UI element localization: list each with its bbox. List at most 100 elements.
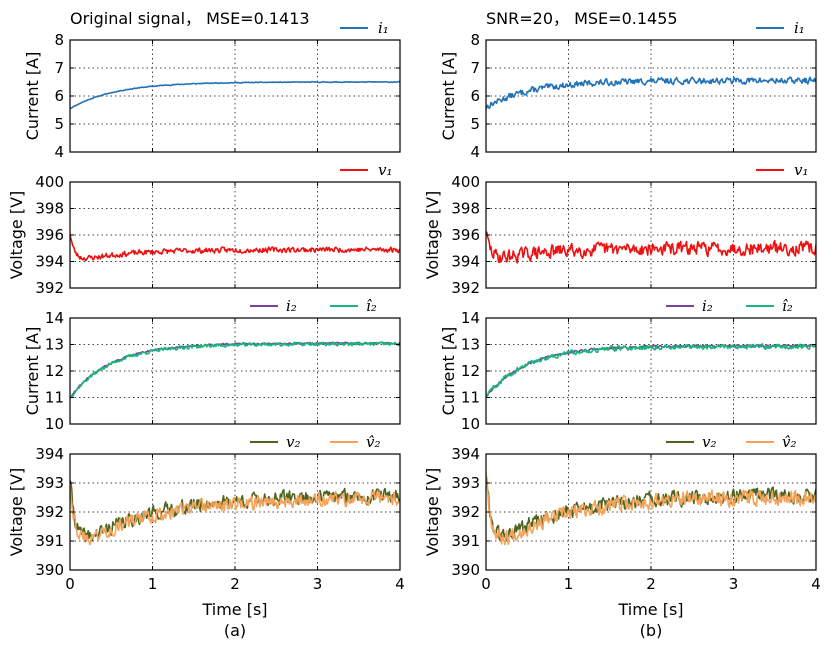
y-tick-label: 391 [35,532,64,550]
y-axis-title: Current [A] [23,327,42,416]
y-tick-label: 400 [35,173,64,191]
legend-label: v₁ [378,161,393,179]
y-tick-label: 10 [45,415,64,433]
y-tick-label: 7 [54,59,64,77]
y-tick-label: 392 [451,279,480,297]
y-tick-label: 13 [45,336,64,354]
panel-a-title: Original signal， MSE=0.1413 [70,9,310,28]
x-tick-label: 0 [65,575,75,593]
y-tick-label: 4 [470,143,480,161]
legend-label: i₁ [378,19,389,37]
y-tick-label: 394 [451,253,480,271]
y-tick-label: 390 [35,561,64,579]
y-tick-label: 396 [451,226,480,244]
x-tick-label: 2 [230,575,240,593]
series-line-v1 [70,233,400,262]
y-tick-label: 13 [461,336,480,354]
x-tick-label: 1 [148,575,158,593]
panel-a-1: 392 394 396 398 400 Voltage [V] v₁ [7,161,401,297]
y-tick-label: 7 [470,59,480,77]
y-tick-label: 12 [45,362,64,380]
series-line-i2_hat [70,341,400,399]
y-tick-label: 393 [35,474,64,492]
series-line-i1 [486,76,816,110]
subfigure-label-b: (b) [640,621,663,640]
y-axis-title: Current [A] [439,327,458,416]
series-group [70,480,400,546]
series-line-i2_hat [486,343,816,398]
series-line-i2 [70,341,400,399]
y-axis-title: Current [A] [23,52,42,141]
x-tick-label: 4 [811,575,821,593]
y-tick-label: 10 [461,415,480,433]
legend-label: v₂ [286,433,301,451]
legend-label: v̂₂ [782,433,797,451]
y-tick-label: 392 [35,279,64,297]
y-tick-label: 392 [451,503,480,521]
panel-b-3: 390 391 392 393 394 0 1 2 3 4 Voltage [V] v₂ v̂₂ [423,433,821,593]
legend-label: i₁ [794,19,805,37]
legend-label: i₂ [286,297,297,315]
series-group [70,233,400,262]
y-tick-label: 11 [461,389,480,407]
x-tick-label: 2 [646,575,656,593]
series-group [70,341,400,399]
legend-label: i₂ [702,297,713,315]
x-tick-label: 4 [395,575,405,593]
legend-label: î₂ [782,297,793,315]
series-group [486,471,816,546]
y-tick-label: 392 [35,503,64,521]
y-axis-title: Current [A] [439,52,458,141]
panel-b-0: 4 5 6 7 8 Current [A] i₁ [439,19,817,161]
y-tick-label: 12 [461,362,480,380]
xlabel-a: Time [s] [201,600,267,619]
panel-a-3: 390 391 392 393 394 0 1 2 3 4 Voltage [V] v₂ v̂₂ [7,433,405,593]
y-axis-title: Voltage [V] [7,468,26,557]
y-tick-label: 11 [45,389,64,407]
y-tick-label: 394 [35,445,64,463]
y-tick-label: 394 [451,445,480,463]
series-line-i1 [70,80,400,110]
y-axis-title: Voltage [V] [7,191,26,280]
y-tick-label: 8 [470,31,480,49]
xlabel-b: Time [s] [617,600,683,619]
panel-b-1: 392 394 396 398 400 Voltage [V] v₁ [423,161,817,297]
y-tick-label: 398 [35,200,64,218]
y-tick-label: 8 [54,31,64,49]
series-group [70,80,400,110]
series-line-v2_hat [486,471,816,546]
y-tick-label: 391 [451,532,480,550]
subfigure-label-a: (a) [224,621,246,640]
legend-label: v₂ [702,433,717,451]
y-tick-label: 390 [451,561,480,579]
x-tick-label: 1 [564,575,574,593]
y-axis-title: Voltage [V] [423,468,442,557]
series-line-v2_hat [70,483,400,546]
y-tick-label: 4 [54,143,64,161]
y-tick-label: 14 [45,309,64,327]
y-tick-label: 5 [54,115,64,133]
y-tick-label: 398 [451,200,480,218]
y-tick-label: 6 [54,87,64,105]
y-axis-title: Voltage [V] [423,191,442,280]
x-tick-label: 0 [481,575,491,593]
legend-label: v̂₂ [366,433,381,451]
series-line-v1 [486,231,816,264]
legend-label: î₂ [366,297,377,315]
series-group [486,76,816,110]
panel-b-title: SNR=20， MSE=0.1455 [486,9,678,28]
y-tick-label: 14 [461,309,480,327]
series-group [486,343,816,398]
legend-label: v₁ [794,161,809,179]
y-tick-label: 400 [451,173,480,191]
panel-a-0: 4 5 6 7 8 Current [A] i₁ [23,19,401,161]
y-tick-label: 5 [470,115,480,133]
x-tick-label: 3 [313,575,323,593]
y-tick-label: 6 [470,87,480,105]
y-tick-label: 393 [451,474,480,492]
y-tick-label: 394 [35,253,64,271]
